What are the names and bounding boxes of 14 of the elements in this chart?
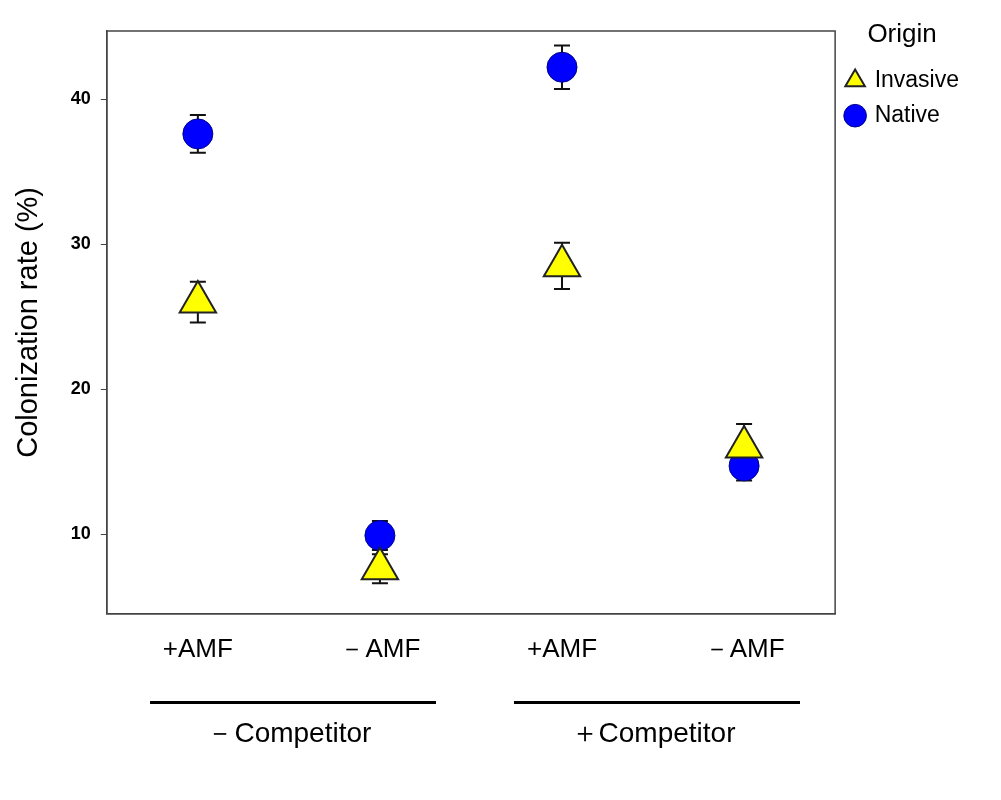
x-tick-label: +AMF <box>162 632 233 663</box>
y-tick-label: 30 <box>70 233 91 254</box>
legend-label: Native <box>874 101 940 128</box>
y-axis-title: Colonization rate (%) <box>11 187 44 458</box>
legend-label: Invasive <box>874 66 959 93</box>
legend-title: Origin <box>867 18 937 49</box>
x-tick-label: +AMF <box>526 632 598 663</box>
y-tick-label: 20 <box>70 378 91 399</box>
x-tick-label: －AMF <box>703 632 785 663</box>
x-tick-label: －AMF <box>339 632 421 663</box>
y-tick-label: 40 <box>70 88 91 109</box>
text: ＋Competitor <box>570 716 736 748</box>
text: －Competitor <box>206 716 372 748</box>
y-tick-label: 10 <box>70 523 91 544</box>
